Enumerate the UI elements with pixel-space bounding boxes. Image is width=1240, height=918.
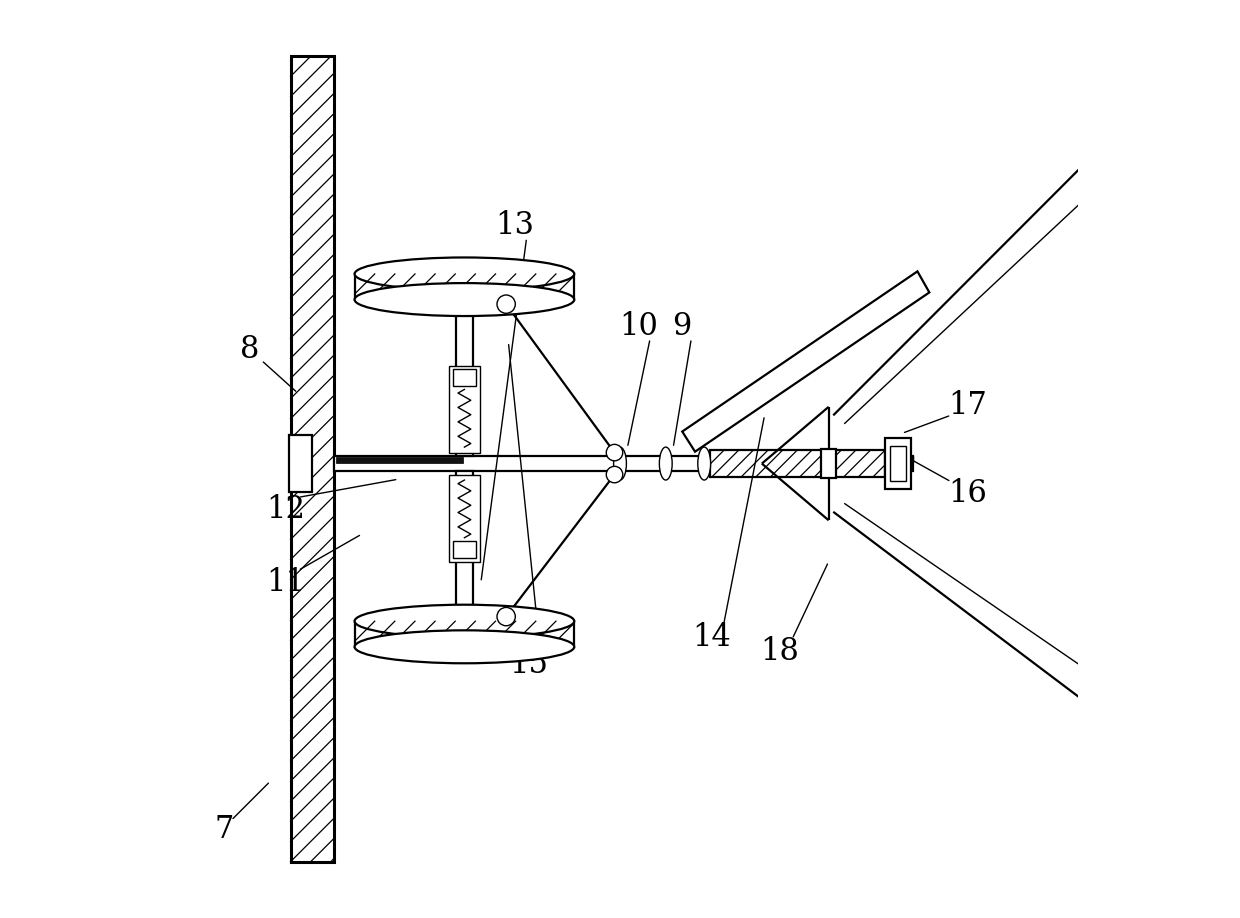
Bar xyxy=(290,56,335,862)
Bar xyxy=(821,449,836,478)
Bar xyxy=(453,542,476,558)
Ellipse shape xyxy=(614,447,626,480)
Bar xyxy=(289,435,312,492)
Bar xyxy=(336,457,463,463)
Text: 9: 9 xyxy=(672,311,692,341)
Bar xyxy=(890,446,906,481)
Ellipse shape xyxy=(355,283,574,316)
Text: 10: 10 xyxy=(619,311,657,341)
Bar xyxy=(456,471,472,623)
Ellipse shape xyxy=(698,447,711,480)
Circle shape xyxy=(497,295,516,313)
Ellipse shape xyxy=(355,605,574,638)
Circle shape xyxy=(606,466,622,483)
Text: 16: 16 xyxy=(949,478,987,509)
Bar xyxy=(355,274,574,299)
Text: 7: 7 xyxy=(215,814,234,845)
Bar xyxy=(335,455,913,462)
Text: 17: 17 xyxy=(949,390,987,421)
Bar xyxy=(335,456,913,471)
Text: 12: 12 xyxy=(267,494,305,525)
Text: 13: 13 xyxy=(495,210,534,241)
Circle shape xyxy=(606,444,622,461)
Ellipse shape xyxy=(355,631,574,664)
Text: 8: 8 xyxy=(239,333,259,364)
Text: 11: 11 xyxy=(267,567,305,598)
Ellipse shape xyxy=(355,257,574,290)
Bar xyxy=(885,439,911,488)
Bar xyxy=(449,475,480,562)
Bar xyxy=(456,307,472,456)
Bar xyxy=(449,365,480,453)
Text: 15: 15 xyxy=(508,649,548,680)
Circle shape xyxy=(497,608,516,626)
Text: 14: 14 xyxy=(692,622,730,653)
Text: 18: 18 xyxy=(760,635,800,666)
Ellipse shape xyxy=(660,447,672,480)
Bar xyxy=(453,369,476,386)
Bar xyxy=(355,621,574,647)
Polygon shape xyxy=(682,272,929,452)
Bar xyxy=(709,450,885,477)
